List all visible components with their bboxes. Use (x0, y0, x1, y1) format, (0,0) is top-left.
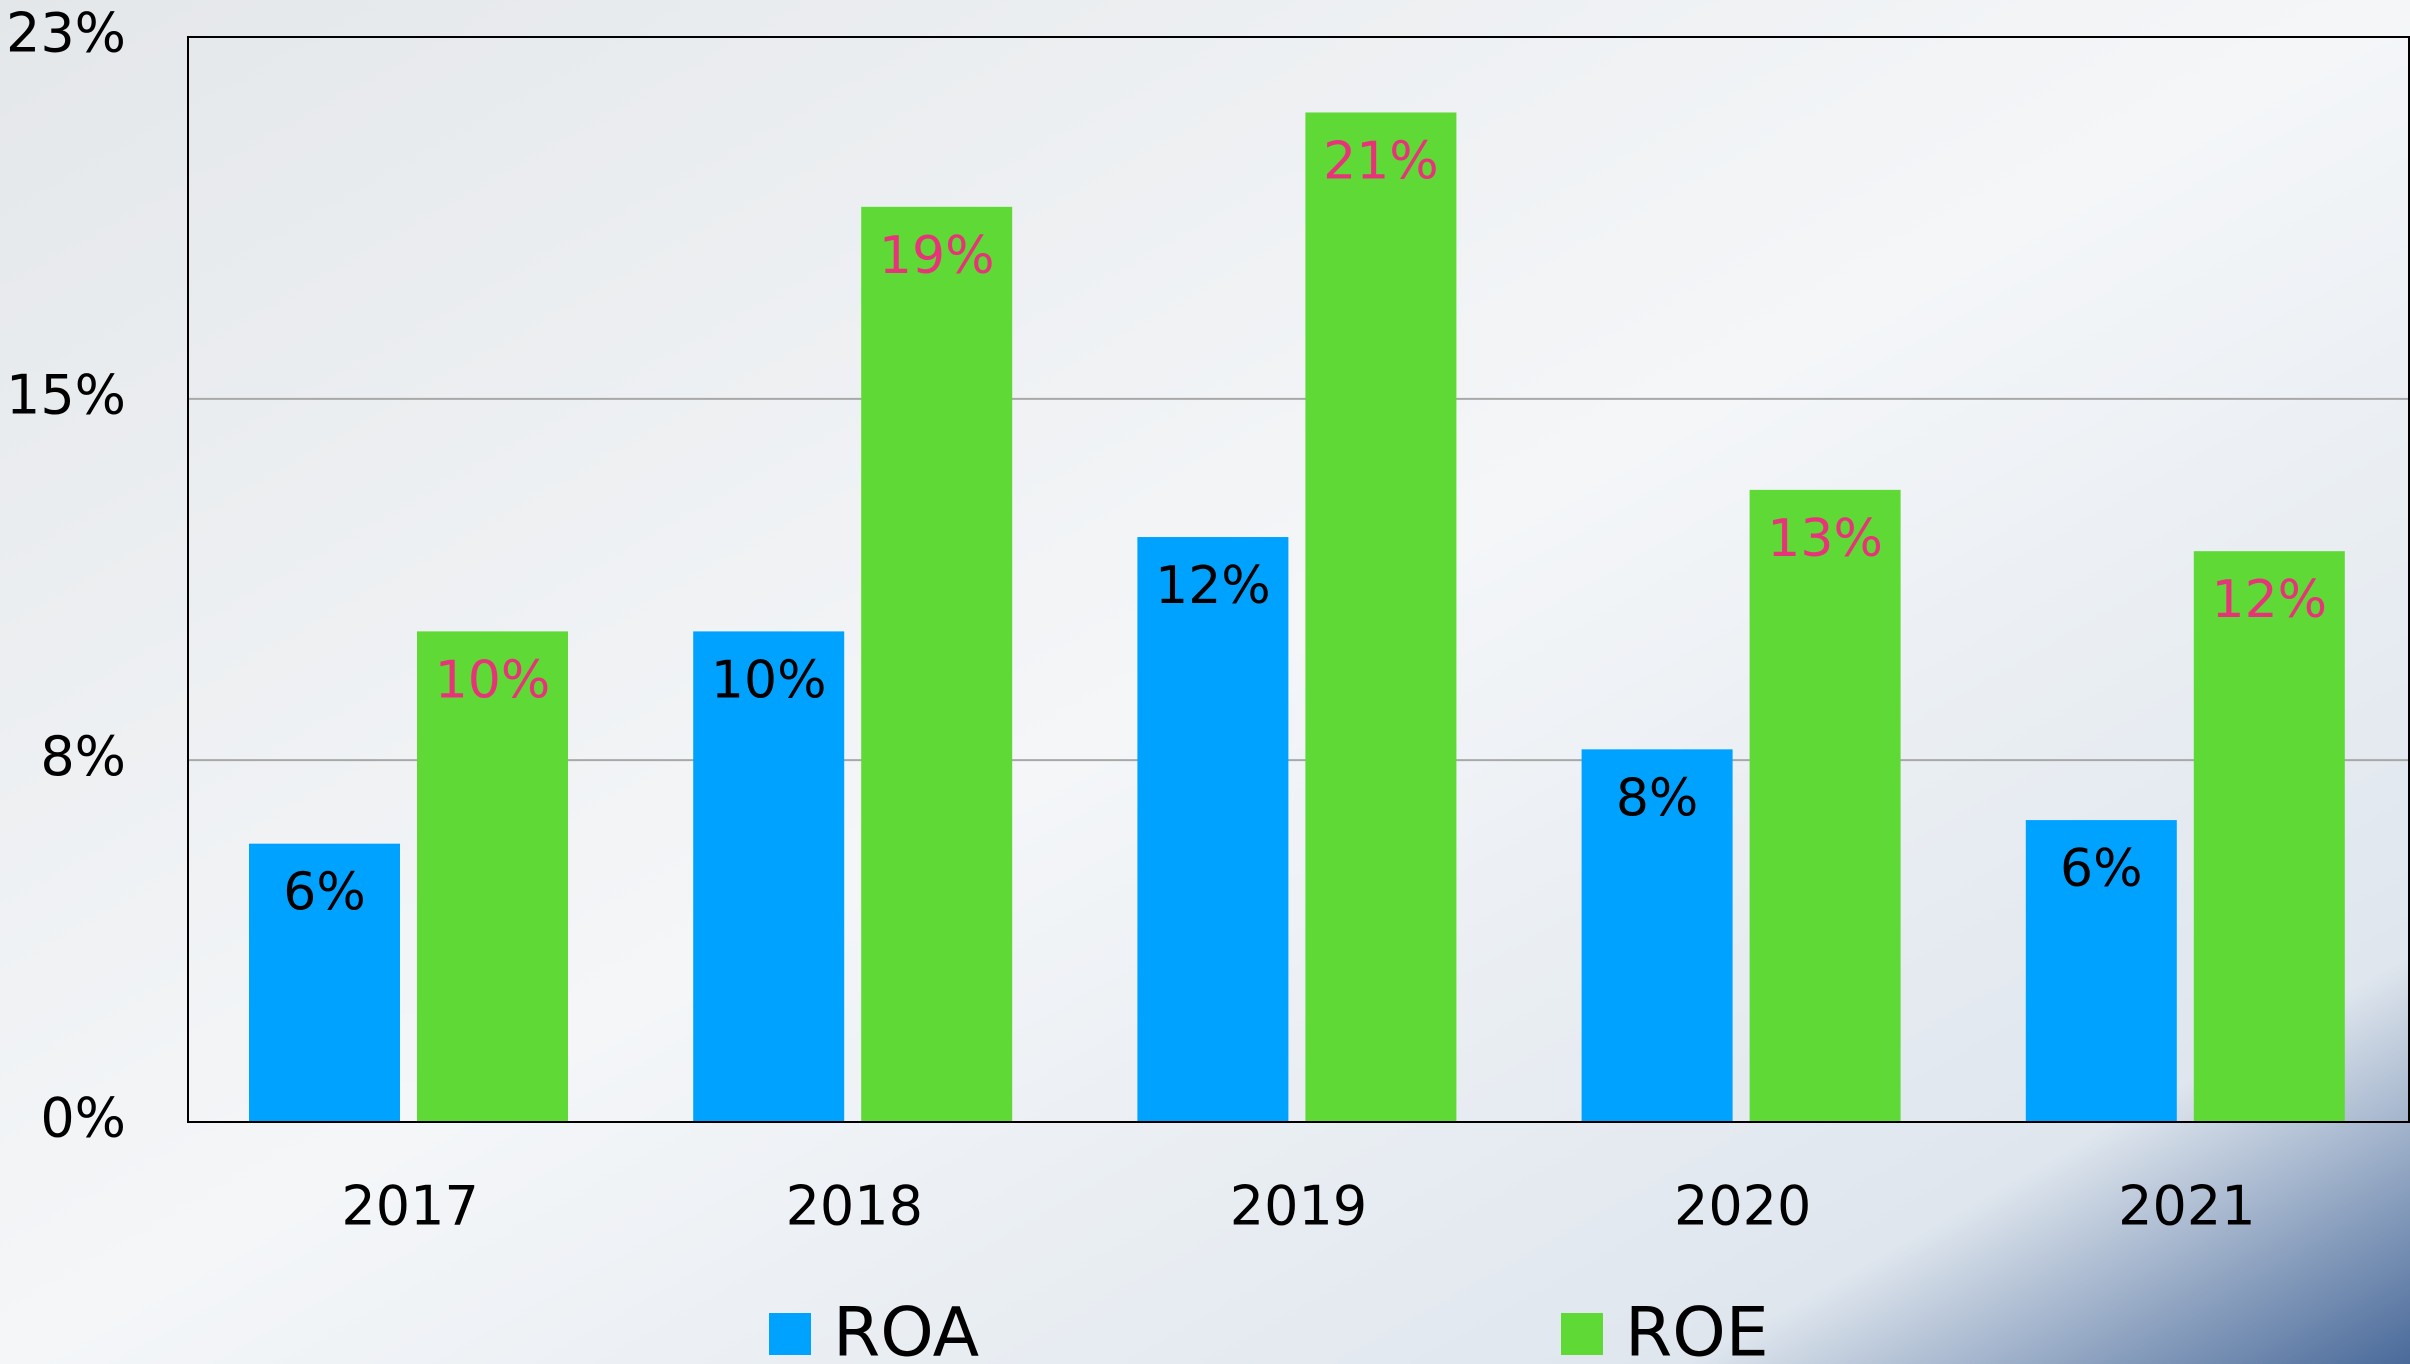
value-label: 19% (879, 226, 995, 286)
x-tick-label: 2018 (786, 1175, 923, 1238)
value-label: 10% (435, 650, 551, 710)
y-tick-label: 8% (40, 725, 126, 788)
bar (1305, 112, 1457, 1122)
plot-frame (187, 36, 2410, 1123)
legend-swatch (1561, 1313, 1603, 1355)
y-tick-label: 0% (40, 1087, 126, 1150)
bar (861, 206, 1013, 1123)
bar (2025, 820, 2177, 1122)
legend-swatch (769, 1313, 811, 1355)
bar (1749, 489, 1901, 1122)
value-label: 6% (283, 863, 366, 923)
y-tick-label: 23% (6, 2, 126, 65)
legend-label: ROA (833, 1294, 979, 1364)
value-label: 13% (1767, 509, 1883, 569)
value-label: 12% (1155, 556, 1271, 616)
x-tick-label: 2019 (1230, 1175, 1367, 1238)
x-tick-label: 2020 (1674, 1175, 1811, 1238)
bar (1581, 749, 1733, 1122)
y-tick-label: 15% (6, 363, 126, 426)
value-label: 8% (1616, 768, 1699, 828)
value-label: 6% (2060, 839, 2143, 899)
bar (693, 631, 845, 1122)
value-label: 12% (2212, 570, 2328, 630)
bar (2193, 551, 2345, 1122)
bar (249, 843, 400, 1122)
legend-label: ROE (1625, 1294, 1769, 1364)
bar (1137, 537, 1289, 1122)
value-label: 21% (1323, 131, 1439, 191)
bar (417, 631, 568, 1122)
x-tick-label: 2021 (2118, 1175, 2255, 1238)
value-label: 10% (711, 650, 827, 710)
x-tick-label: 2017 (341, 1175, 478, 1238)
